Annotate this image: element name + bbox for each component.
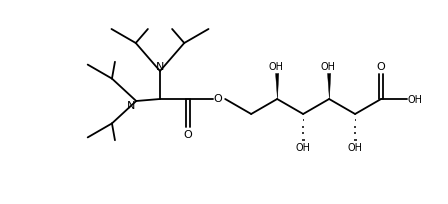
Text: OH: OH	[269, 61, 284, 71]
Text: OH: OH	[407, 94, 422, 104]
Text: OH: OH	[321, 61, 336, 71]
Polygon shape	[327, 74, 331, 100]
Text: OH: OH	[348, 143, 362, 153]
Text: N: N	[156, 62, 164, 72]
Text: OH: OH	[296, 143, 310, 153]
Polygon shape	[276, 74, 279, 100]
Text: O: O	[184, 129, 192, 139]
Text: O: O	[214, 94, 223, 103]
Text: N: N	[127, 101, 135, 110]
Text: O: O	[377, 62, 385, 72]
